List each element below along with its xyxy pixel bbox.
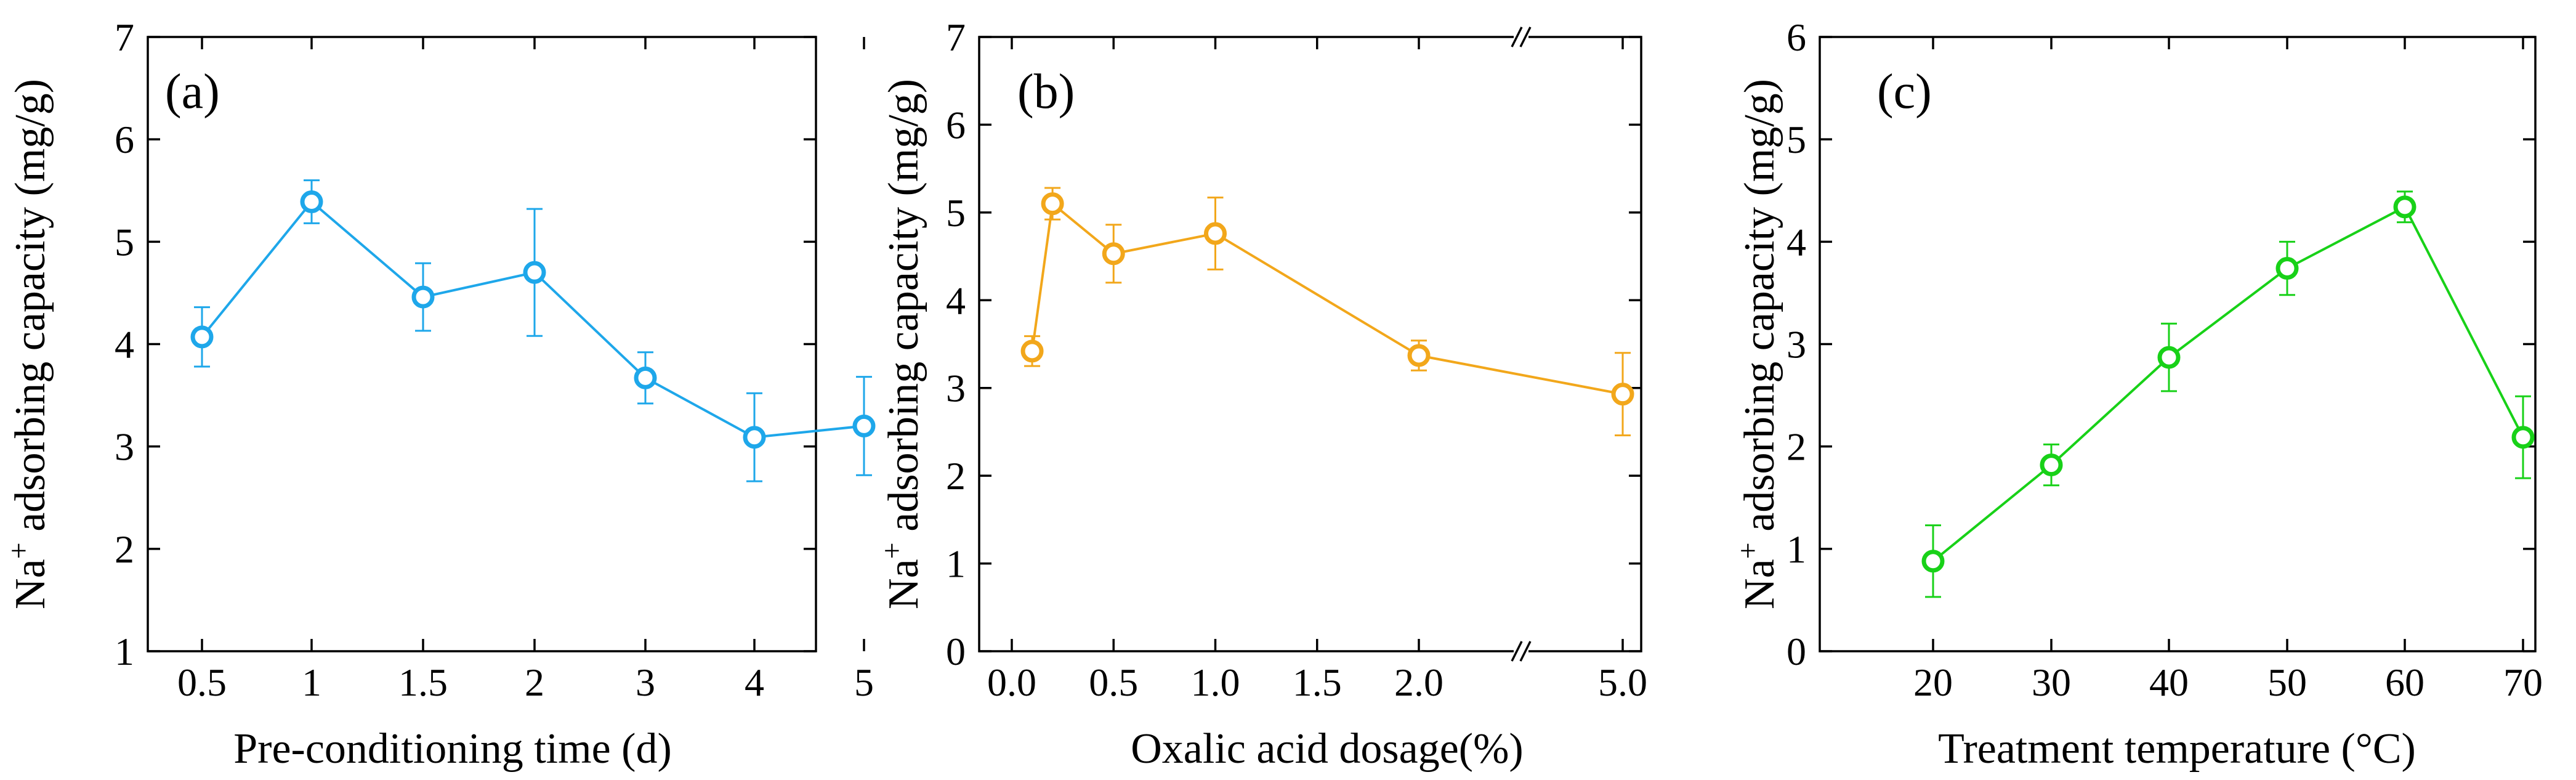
x-tick-label: 30 [2032,660,2071,704]
y-tick-label: 6 [1787,15,1806,59]
data-point [1041,192,1064,216]
series-line [1418,354,1623,396]
axis-break-mark [1511,641,1523,662]
y-tick-label: 7 [946,15,966,59]
x-tick-label: 2 [525,660,544,704]
data-point [411,285,435,309]
panel-c: 0 1 2 3 4 5 6 20 30 40 50 60 70 Treatment temperature… [1732,15,2543,773]
y-tick-label: 6 [946,103,966,147]
x-axis-title: Treatment temperature (°C) [1938,725,2416,773]
data-point [2393,195,2417,219]
y-tick-label: 2 [115,527,134,571]
data-point [852,414,876,437]
y-tick-label: 0 [946,630,966,673]
y-tick-label: 0 [1787,630,1806,673]
x-tick-label: 50 [2267,660,2307,704]
x-tick-label: 0.5 [1089,660,1138,704]
panel-b: 0 1 2 3 4 5 6 7 0.0 0.5 1.0 1.5 2.0 5.0 Oxalic acid do… [876,15,1647,773]
y-tick-label: 1 [946,542,966,586]
series-line [1031,201,1420,357]
x-tick-label: 3 [636,660,655,704]
data-point [2511,426,2535,449]
data-point [1611,383,1634,406]
axis-break-mark [1519,26,1532,47]
data-point [1407,344,1431,367]
x-axis-title: Pre-conditioning time (d) [233,725,672,773]
x-tick-label: 70 [2503,660,2543,704]
y-tick-label: 3 [1787,323,1806,367]
x-tick-label: 4 [745,660,764,704]
x-tick-label: 1.5 [1293,660,1342,704]
x-tick-label: 5 [854,660,874,704]
axis-break-mark [1519,641,1532,662]
data-point [1102,242,1125,266]
x-tick-label: 40 [2149,660,2189,704]
axis-break-mark [1511,26,1523,47]
y-tick-label: 4 [115,323,134,367]
y-tick-label: 4 [1787,220,1806,264]
y-axis-title: Na+ adsorbing capacity (mg/g) [2,79,54,609]
x-tick-label: 0.5 [177,660,227,704]
data-point [523,261,546,284]
y-tick-label: 1 [115,630,134,673]
panel-label: (b) [1017,65,1075,119]
series-line [201,200,865,439]
data-point [634,366,657,389]
y-tick-label: 3 [946,367,966,410]
data-point [2157,346,2181,369]
x-tick-label: 1.0 [1191,660,1240,704]
series-line [1932,205,2524,563]
x-tick-label: 1 [302,660,321,704]
x-tick-label: 5.0 [1598,660,1647,704]
x-tick-label: 60 [2385,660,2425,704]
y-axis-title: Na+ adsorbing capacity (mg/g) [1732,79,1783,609]
x-tick-label: 20 [1913,660,1953,704]
data-point [300,190,323,214]
y-tick-label: 5 [1787,118,1806,161]
y-tick-label: 5 [115,220,134,264]
data-point [1020,339,1044,363]
x-tick-label: 0.0 [987,660,1036,704]
y-tick-label: 1 [1787,527,1806,571]
panel-label: (c) [1877,65,1932,119]
data-point [1921,550,1945,573]
plot-frame [147,36,817,652]
y-tick-label: 3 [115,425,134,469]
data-point [2275,257,2299,280]
data-point [1204,222,1227,245]
plot-frame [978,36,1642,652]
y-tick-label: 2 [1787,425,1806,469]
y-tick-label: 6 [115,118,134,161]
y-tick-label: 2 [946,454,966,498]
y-tick-label: 4 [946,278,966,322]
panel-a: 1 2 3 4 5 6 7 0.5 1 1.5 2 3 4 5 Pre-conditioning time … [2,15,876,773]
data-point [190,325,214,349]
x-tick-label: 1.5 [398,660,448,704]
x-axis-title: Oxalic acid dosage(%) [1131,725,1524,773]
x-tick-label: 2.0 [1394,660,1443,704]
y-axis-title: Na+ adsorbing capacity (mg/g) [876,79,927,609]
panel-label: (a) [165,65,220,119]
y-tick-label: 7 [115,15,134,59]
y-tick-label: 5 [946,191,966,235]
data-point [743,426,766,449]
data-point [2040,453,2063,477]
